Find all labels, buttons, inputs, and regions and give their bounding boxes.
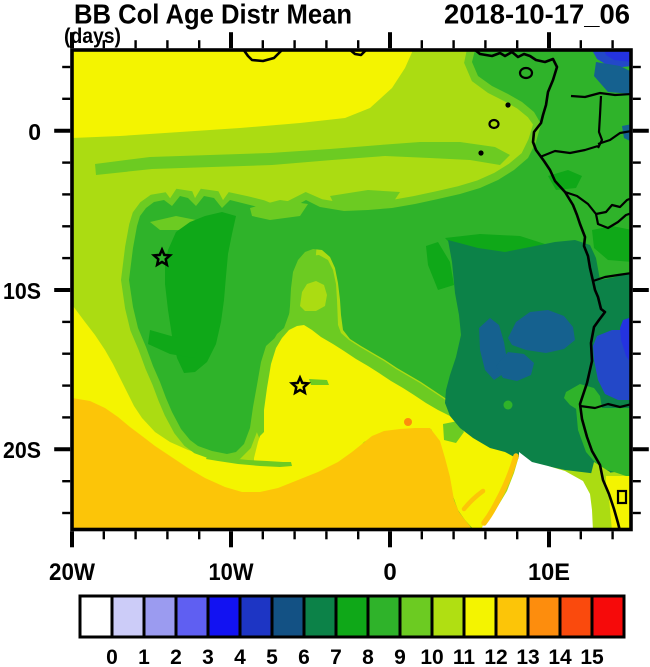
svg-text:8: 8 [362,646,374,667]
svg-text:BB Col Age Distr Mean: BB Col Age Distr Mean [74,0,352,30]
svg-text:10E: 10E [528,559,570,586]
svg-text:6: 6 [298,646,310,667]
svg-text:3: 3 [202,646,214,667]
svg-text:10W: 10W [209,559,254,586]
svg-text:5: 5 [266,646,278,667]
svg-text:2018-10-17_06: 2018-10-17_06 [444,0,630,30]
svg-text:(days): (days) [64,25,121,48]
svg-text:20S: 20S [3,437,41,463]
svg-text:4: 4 [234,646,246,667]
svg-text:15: 15 [580,646,604,667]
svg-text:2: 2 [170,646,182,667]
svg-text:7: 7 [330,646,342,667]
svg-text:12: 12 [484,646,507,667]
svg-text:11: 11 [453,646,476,667]
svg-text:0: 0 [106,646,118,667]
svg-text:0: 0 [383,559,396,586]
svg-text:0: 0 [28,119,41,145]
svg-text:10S: 10S [3,278,41,304]
svg-text:13: 13 [516,646,539,667]
svg-text:20W: 20W [49,559,95,586]
svg-text:9: 9 [394,646,406,667]
svg-text:10: 10 [420,646,443,667]
svg-text:14: 14 [548,646,572,667]
svg-text:1: 1 [138,646,150,667]
